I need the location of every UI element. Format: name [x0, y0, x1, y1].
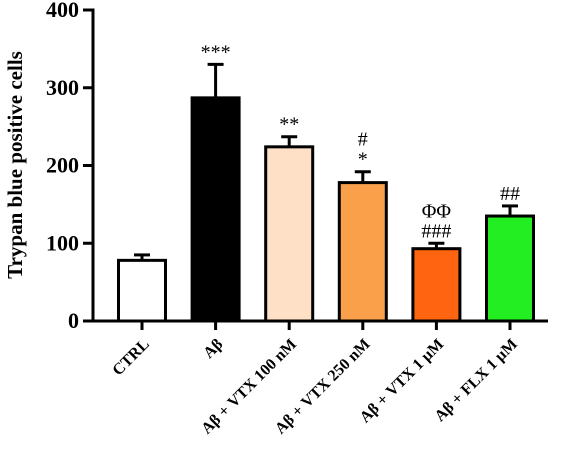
y-tick-label: 400 — [46, 0, 79, 22]
significance-label: ### — [421, 220, 451, 242]
bar-0 — [117, 258, 167, 323]
bar-5 — [485, 214, 535, 323]
bars: *****#*ΦΦ##### — [117, 41, 535, 323]
significance-label: ** — [279, 114, 299, 136]
significance-label: * — [358, 149, 368, 171]
y-tick-label: 100 — [46, 230, 79, 255]
y-axis-label: Trypan blue positive cells — [3, 51, 27, 279]
y-tick-label: 300 — [46, 75, 79, 100]
significance-label: # — [358, 129, 368, 151]
x-tick-label: CTRL — [109, 336, 152, 379]
significance-label: *** — [201, 41, 231, 63]
significance-label: ΦΦ — [422, 200, 452, 222]
bar-4 — [411, 247, 462, 323]
bar-2 — [264, 145, 315, 323]
x-tick-label: Aβ — [200, 336, 226, 362]
significance-label: ## — [500, 183, 520, 205]
y-tick-label: 0 — [68, 308, 79, 333]
bar-3 — [337, 181, 388, 323]
bar-1 — [190, 96, 241, 323]
y-axis: 0 100 200 300 400 — [46, 0, 95, 333]
y-tick-label: 200 — [46, 153, 79, 178]
